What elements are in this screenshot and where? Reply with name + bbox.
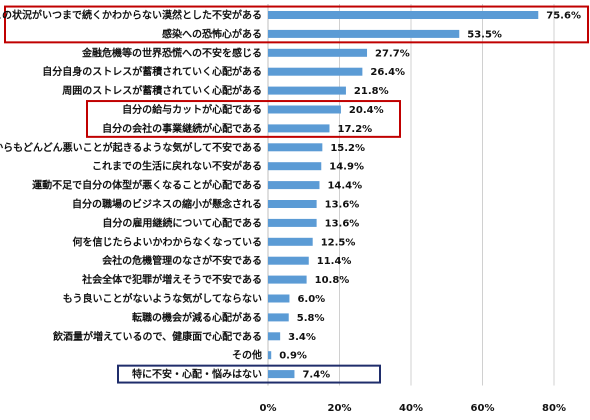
- highlight-boxes: [4, 5, 589, 384]
- category-label: その他: [232, 349, 262, 362]
- bar: [268, 332, 281, 341]
- bar: [268, 124, 330, 133]
- data-label: 7.4%: [302, 370, 330, 381]
- bar: [268, 294, 290, 303]
- category-label: 転職の機会が減る心配がある: [132, 311, 262, 324]
- x-tick-label: 40%: [399, 403, 423, 414]
- bar: [268, 86, 346, 95]
- bar: [268, 48, 368, 57]
- data-label: 26.4%: [370, 67, 405, 78]
- bar: [268, 181, 320, 190]
- data-label: 3.4%: [288, 332, 316, 343]
- x-tick-label: 0%: [260, 403, 277, 414]
- bar: [268, 351, 272, 360]
- category-label: もう良いことがないような気がしてならない: [63, 292, 262, 305]
- bar: [268, 370, 295, 379]
- data-label: 75.6%: [546, 11, 581, 22]
- bar: [268, 67, 363, 76]
- category-label: 飲酒量が増えているので、健康面で心配である: [52, 330, 262, 343]
- bar: [268, 11, 539, 19]
- category-label: 社会全体で犯罪が増えそうで不安である: [81, 273, 262, 286]
- data-label: 13.6%: [325, 200, 360, 211]
- data-label: 6.0%: [297, 294, 325, 305]
- bar: [268, 237, 313, 246]
- x-tick-label: 20%: [328, 403, 352, 414]
- data-label: 20.4%: [349, 105, 384, 116]
- data-label: 21.8%: [354, 86, 389, 97]
- bar: [268, 105, 341, 114]
- category-label: 自分の職場のビジネスの縮小が懸念される: [72, 198, 262, 211]
- data-label: 0.9%: [279, 351, 307, 362]
- data-label: 27.7%: [375, 48, 410, 59]
- data-label: 5.8%: [297, 313, 325, 324]
- category-label: 何を信じたらよいかわからなくなっている: [73, 235, 263, 248]
- x-tick-label: 60%: [471, 403, 495, 414]
- category-label: これからもどんどん悪いことが起きるような気がして不安である: [0, 141, 262, 154]
- bar: [268, 143, 323, 152]
- bar: [268, 256, 309, 265]
- bar: [268, 162, 322, 171]
- bar: [268, 200, 317, 208]
- data-label: 13.6%: [325, 218, 360, 229]
- highlight-box: [117, 364, 381, 384]
- bar: [268, 313, 289, 322]
- category-labels: この状況がいつまで続くかわからない漠然とした不安がある感染への恐怖心がある金融危…: [0, 9, 262, 381]
- grid-lines: [267, 4, 555, 386]
- category-label: 金融危機等の世界恐慌への不安を感じる: [81, 46, 262, 59]
- value-labels: 75.6% 53.5% 27.7% 26.4% 21.8% 20.4% 17.2% 15.2%…: [279, 11, 581, 381]
- bar: [268, 29, 460, 38]
- bar: [268, 275, 307, 284]
- x-tick-label: 80%: [542, 403, 566, 414]
- category-label: 会社の危機管理のなさが不安である: [102, 254, 262, 267]
- data-label: 17.2%: [337, 124, 372, 135]
- bars: [268, 11, 539, 379]
- category-label: 自分の給与カットが心配である: [122, 103, 262, 116]
- data-label: 12.5%: [321, 237, 356, 248]
- category-label: これまでの生活に戻れない不安がある: [92, 160, 262, 173]
- bar: [268, 218, 317, 227]
- category-label: 運動不足で自分の体型が悪くなることが心配である: [32, 179, 262, 192]
- highlight-box: [4, 5, 589, 44]
- data-label: 15.2%: [330, 143, 365, 154]
- category-label: この状況がいつまで続くかわからない漠然とした不安がある: [0, 9, 262, 22]
- category-label: 特に不安・心配・悩みはない: [132, 368, 262, 381]
- category-label: 自分の会社の事業継続が心配である: [102, 122, 262, 135]
- category-label: 自分自身のストレスが蓄積されていく心配がある: [42, 65, 262, 78]
- category-label: 周囲のストレスが蓄積されていく心配がある: [62, 84, 262, 97]
- data-label: 14.4%: [327, 181, 362, 192]
- category-label: 自分の雇用継続について心配である: [102, 216, 262, 229]
- x-axis-ticks: 0% 20% 40% 60% 80%: [260, 403, 566, 414]
- category-label: 感染への恐怖心がある: [162, 27, 262, 40]
- data-label: 14.9%: [329, 162, 364, 173]
- highlight-box: [86, 100, 401, 138]
- data-label: 11.4%: [317, 256, 352, 267]
- data-label: 10.8%: [315, 275, 350, 286]
- data-label: 53.5%: [467, 29, 502, 40]
